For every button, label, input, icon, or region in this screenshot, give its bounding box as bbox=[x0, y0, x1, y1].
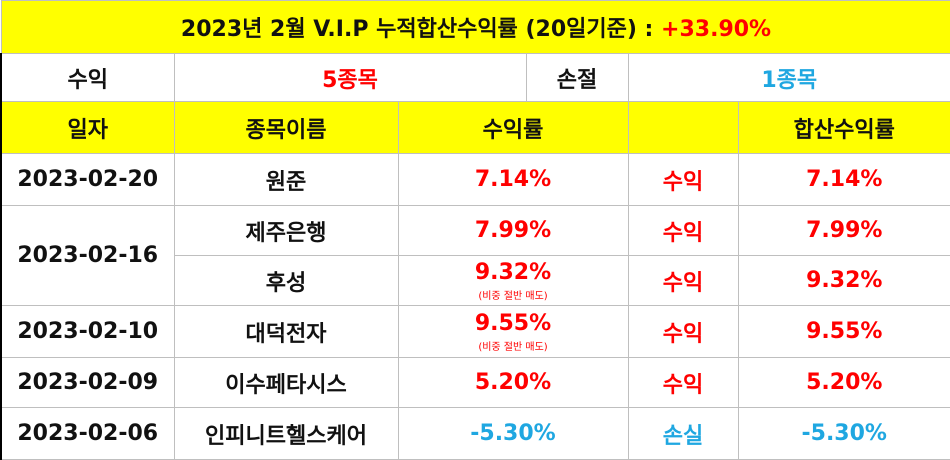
row-return-value: 5.20% bbox=[474, 370, 552, 395]
header-result bbox=[627, 101, 739, 154]
row-date: 2023-02-16 bbox=[0, 205, 175, 306]
row-return-value: 9.32% bbox=[474, 259, 552, 285]
row-return-value: 9.55% bbox=[474, 310, 552, 336]
row-return: 7.99% bbox=[397, 205, 629, 256]
table-row: 2023-02-06 인피니트헬스케어 -5.30% 손실 -5.30% bbox=[0, 407, 950, 460]
row-date: 2023-02-09 bbox=[0, 357, 175, 408]
table-row: 2023-02-16 제주은행 7.99% 수익 7.99% bbox=[0, 205, 950, 306]
row-return-value: 7.99% bbox=[474, 218, 552, 243]
loss-count: 1종목 bbox=[627, 53, 950, 102]
row-stock: 대덕전자 bbox=[173, 305, 399, 358]
row-result: 수익 bbox=[627, 305, 739, 358]
header-date: 일자 bbox=[0, 101, 175, 154]
header-total: 합산수익률 bbox=[737, 101, 950, 154]
row-stock: 이수페타시스 bbox=[173, 357, 399, 408]
title-row: 2023년 2월 V.I.P 누적합산수익률 (20일기준) : +33.90% bbox=[0, 0, 950, 54]
title-value: +33.90% bbox=[661, 17, 772, 42]
table-row: 2023-02-09 이수페타시스 5.20% 수익 5.20% bbox=[0, 357, 950, 408]
row-result: 수익 bbox=[627, 205, 739, 256]
row-total: 9.32% bbox=[737, 255, 950, 306]
profit-count: 5종목 bbox=[173, 53, 527, 102]
header-row: 일자 종목이름 수익률 합산수익률 bbox=[0, 101, 950, 154]
row-note: (비중 절반 매도) bbox=[478, 341, 548, 353]
row-date: 2023-02-06 bbox=[0, 407, 175, 460]
row-total: 9.55% bbox=[737, 305, 950, 358]
row-return: 9.55% (비중 절반 매도) bbox=[397, 305, 629, 358]
row-stock: 인피니트헬스케어 bbox=[173, 407, 399, 460]
row-return: 5.20% bbox=[397, 357, 629, 408]
row-total: 7.14% bbox=[737, 153, 950, 206]
row-result: 손실 bbox=[627, 407, 739, 460]
row-total: 5.20% bbox=[737, 357, 950, 408]
row-return: -5.30% bbox=[397, 407, 629, 460]
row-total: -5.30% bbox=[737, 407, 950, 460]
row-total: 7.99% bbox=[737, 205, 950, 256]
profit-label: 수익 bbox=[0, 53, 175, 102]
row-date: 2023-02-20 bbox=[0, 153, 175, 206]
row-return-value: 7.14% bbox=[474, 167, 552, 192]
row-return-value: -5.30% bbox=[470, 421, 556, 446]
summary-row: 수익 5종목 손절 1종목 bbox=[0, 53, 950, 102]
row-result: 수익 bbox=[627, 255, 739, 306]
title-text: 2023년 2월 V.I.P 누적합산수익률 (20일기준) : bbox=[180, 17, 662, 42]
row-stock: 후성 bbox=[173, 255, 399, 306]
row-return: 7.14% bbox=[397, 153, 629, 206]
row-result: 수익 bbox=[627, 357, 739, 408]
row-note: (비중 절반 매도) bbox=[478, 290, 548, 302]
loss-label: 손절 bbox=[525, 53, 629, 102]
table-row: 2023-02-20 원준 7.14% 수익 7.14% bbox=[0, 153, 950, 206]
header-return: 수익률 bbox=[397, 101, 629, 154]
row-date: 2023-02-10 bbox=[0, 305, 175, 358]
table-row: 2023-02-10 대덕전자 9.55% (비중 절반 매도) 수익 9.55% bbox=[0, 305, 950, 358]
row-stock: 원준 bbox=[173, 153, 399, 206]
page-title: 2023년 2월 V.I.P 누적합산수익률 (20일기준) : +33.90% bbox=[0, 0, 950, 54]
header-stock: 종목이름 bbox=[173, 101, 399, 154]
row-return: 9.32% (비중 절반 매도) bbox=[397, 255, 629, 306]
row-result: 수익 bbox=[627, 153, 739, 206]
row-stock: 제주은행 bbox=[173, 205, 399, 256]
